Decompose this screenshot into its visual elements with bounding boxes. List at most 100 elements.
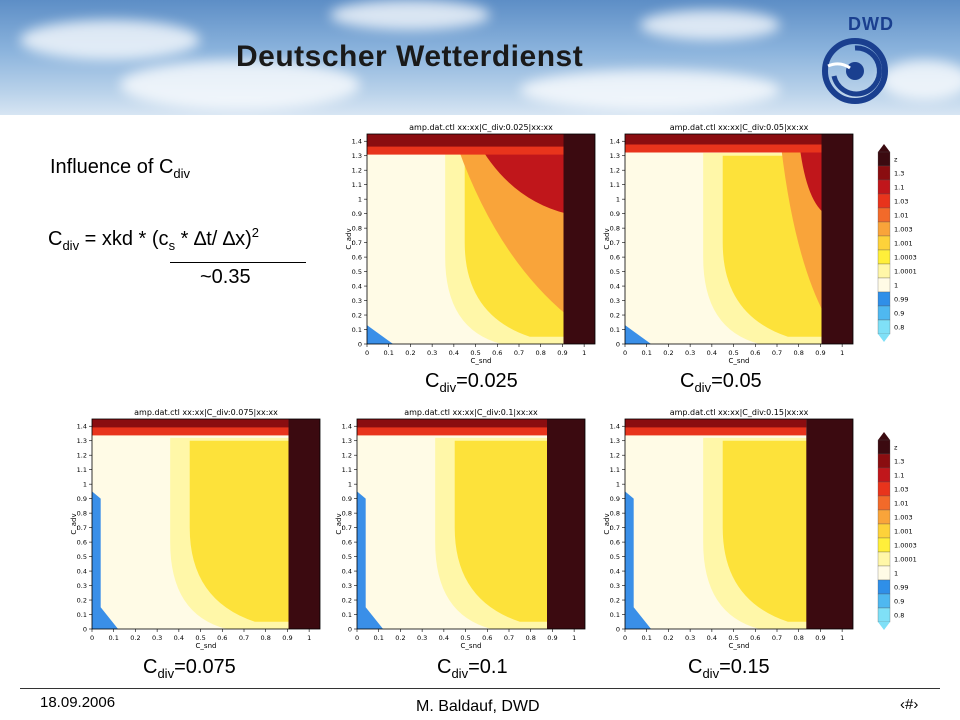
colorbar-swatch [877, 165, 891, 181]
y-tick-label: 1.1 [352, 181, 362, 189]
x-tick-label: 0.5 [728, 349, 738, 357]
y-axis-label: C_adv [603, 228, 611, 249]
colorbar-swatch [877, 593, 891, 609]
y-tick-label: 1.3 [610, 152, 620, 160]
plot-svg: amp.dat.ctl xx:xx|C_div:0.075|xx:xx 1.4 1.… [70, 408, 321, 650]
colorbar-label: 0.99 [894, 584, 908, 592]
colorbar-label: 0.99 [894, 296, 908, 304]
colorbar-swatch [877, 495, 891, 511]
contour-plot-0075: amp.dat.ctl xx:xx|C_div:0.075|xx:xx 1.4 1.… [70, 405, 328, 670]
colorbar-swatch [877, 305, 891, 321]
colorbar-swatch [877, 207, 891, 223]
colorbar-label: 1.003 [894, 226, 913, 234]
x-tick-label: 0.3 [152, 634, 162, 642]
x-tick-label: 0.7 [514, 349, 524, 357]
colorbar-swatch [877, 453, 891, 469]
dark-region [547, 419, 585, 629]
y-axis-label: C_adv [603, 513, 611, 534]
x-tick-label: 0.3 [685, 634, 695, 642]
y-tick-label: 1.4 [352, 138, 362, 146]
footer-author: M. Baldauf, DWD [416, 698, 540, 715]
colorbar-label: z [894, 444, 898, 452]
y-tick-label: 0.8 [610, 510, 620, 518]
x-tick-label: 0.9 [282, 634, 292, 642]
x-tick-label: 0.7 [772, 634, 782, 642]
x-axis-label: C_snd [461, 642, 482, 650]
formula-underline [170, 262, 306, 263]
x-tick-label: 0.7 [772, 349, 782, 357]
colorbar-swatch [877, 249, 891, 265]
x-tick-label: 0.8 [794, 349, 804, 357]
plot-title: amp.dat.ctl xx:xx|C_div:0.075|xx:xx [134, 408, 278, 417]
plot-svg: amp.dat.ctl xx:xx|C_div:0.025|xx:xx 1.4 1.… [345, 123, 596, 365]
y-tick-label: 0 [616, 341, 620, 349]
x-tick-label: 0.4 [707, 634, 717, 642]
y-tick-label: 0.1 [77, 611, 87, 619]
x-tick-label: 0.5 [728, 634, 738, 642]
y-tick-label: 0.2 [610, 312, 620, 320]
plot-svg: amp.dat.ctl xx:xx|C_div:0.1|xx:xx 1.4 1.3 1… [335, 408, 586, 650]
y-tick-label: 0.8 [610, 225, 620, 233]
x-tick-label: 0.2 [663, 634, 673, 642]
colorbar-label: 1.001 [894, 240, 913, 248]
y-tick-label: 0.6 [77, 539, 87, 547]
x-tick-label: 0.6 [217, 634, 227, 642]
colorbar-swatch [877, 277, 891, 293]
dark-region [288, 419, 320, 629]
y-tick-label: 0.2 [352, 312, 362, 320]
x-tick-label: 0 [623, 349, 627, 357]
colorbar-label: 1.3 [894, 170, 904, 178]
plot-title: amp.dat.ctl xx:xx|C_div:0.15|xx:xx [670, 408, 809, 417]
y-tick-label: 1.2 [77, 452, 87, 460]
x-tick-label: 0.9 [815, 349, 825, 357]
banner-title: Deutscher Wetterdienst [236, 40, 584, 73]
colorbar-label: 1.1 [894, 472, 904, 480]
x-tick-label: 0.3 [417, 634, 427, 642]
colorbar-swatch [877, 607, 891, 623]
y-axis-label: C_adv [335, 513, 343, 534]
y-tick-label: 0.1 [610, 326, 620, 334]
y-tick-label: 1.1 [342, 466, 352, 474]
y-tick-label: 0.9 [77, 495, 87, 503]
dark-region [821, 134, 853, 344]
colorbar-label: 1.03 [894, 486, 908, 494]
y-axis-label: C_adv [345, 228, 353, 249]
y-tick-label: 0.8 [352, 225, 362, 233]
y-tick-label: 0.4 [610, 568, 620, 576]
colorbar-swatch [877, 579, 891, 595]
y-tick-label: 0.6 [610, 254, 620, 262]
y-tick-label: 0.4 [610, 283, 620, 291]
x-axis-label: C_snd [729, 642, 750, 650]
y-tick-label: 1.2 [610, 452, 620, 460]
colorbar-swatch [877, 235, 891, 251]
colorbar-swatch [877, 179, 891, 195]
x-tick-label: 0.7 [504, 634, 514, 642]
plot-title: amp.dat.ctl xx:xx|C_div:0.1|xx:xx [404, 408, 538, 417]
caption-005: Cdiv=0.05 [680, 370, 762, 395]
y-tick-label: 0.4 [77, 568, 87, 576]
y-tick-label: 0.5 [77, 553, 87, 561]
colorbar-swatch [877, 537, 891, 553]
caption-0075: Cdiv=0.075 [143, 656, 236, 681]
y-tick-label: 1 [616, 196, 620, 204]
y-tick-label: 0.7 [610, 239, 620, 247]
x-tick-label: 0.6 [750, 349, 760, 357]
y-tick-label: 0.3 [352, 297, 362, 305]
colorbar-label: 1.003 [894, 514, 913, 522]
x-axis-label: C_snd [471, 357, 492, 365]
colorbar-label: 1.01 [894, 500, 908, 508]
y-tick-label: 0.1 [610, 611, 620, 619]
colorbar-label: 1.0001 [894, 268, 917, 276]
x-tick-label: 1 [840, 634, 844, 642]
y-tick-label: 0.8 [342, 510, 352, 518]
y-tick-label: 1.3 [77, 437, 87, 445]
y-tick-label: 1 [358, 196, 362, 204]
colorbar-label: 1.3 [894, 458, 904, 466]
x-tick-label: 0.8 [526, 634, 536, 642]
y-tick-label: 0.7 [77, 524, 87, 532]
plot-title: amp.dat.ctl xx:xx|C_div:0.025|xx:xx [409, 123, 553, 132]
contour-plot-015: amp.dat.ctl xx:xx|C_div:0.15|xx:xx 1.4 1.3… [603, 405, 861, 670]
y-tick-label: 1.2 [610, 167, 620, 175]
colorbar-label: 1.01 [894, 212, 908, 220]
colorbar-swatch [877, 565, 891, 581]
